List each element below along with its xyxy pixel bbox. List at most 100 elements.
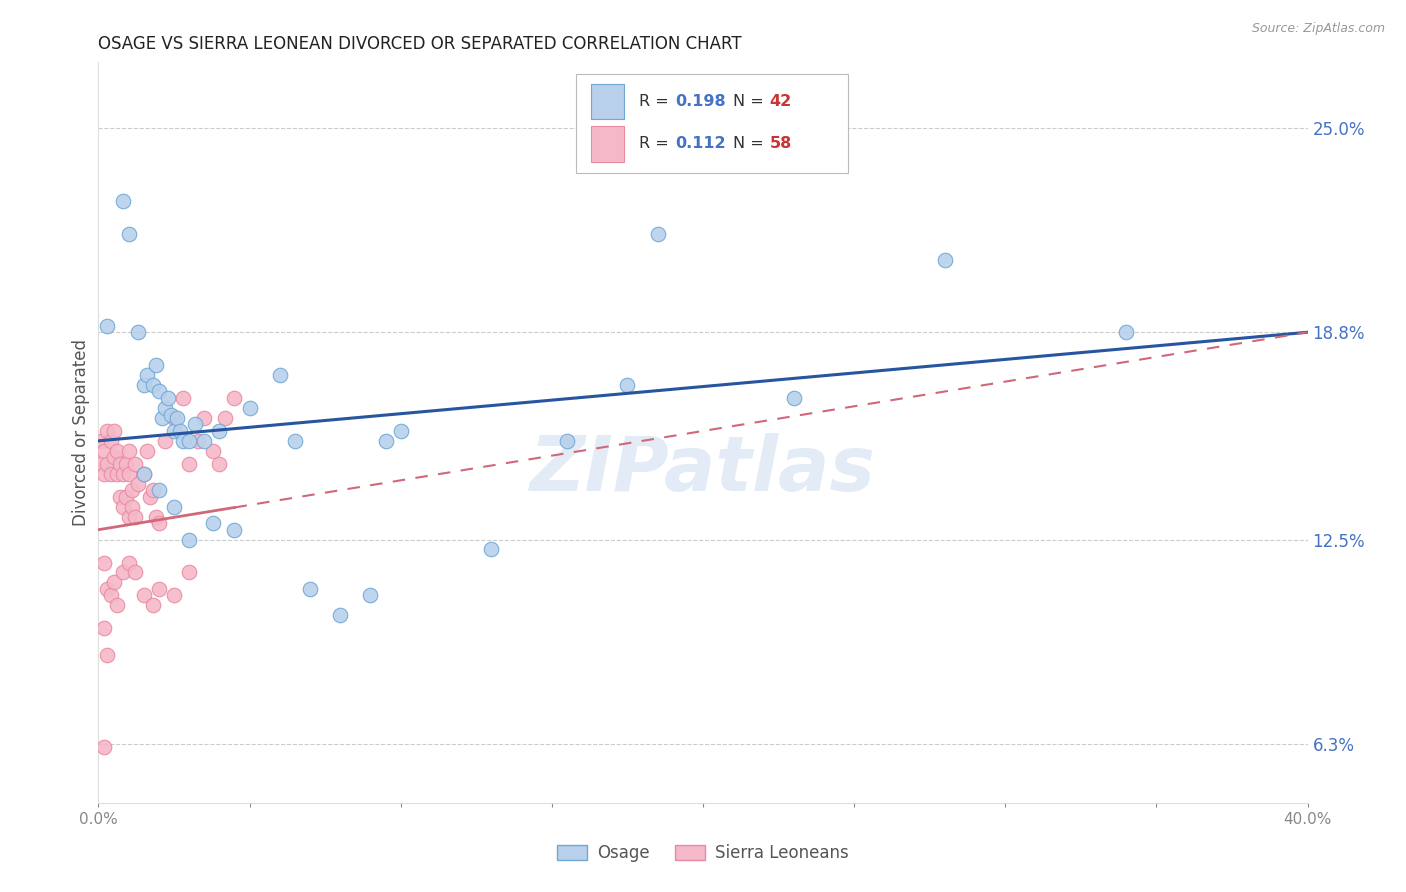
Text: 0.112: 0.112 bbox=[675, 136, 725, 152]
Point bbox=[389, 424, 412, 438]
Point bbox=[145, 509, 167, 524]
Point bbox=[111, 500, 134, 514]
Point bbox=[299, 582, 322, 596]
Point bbox=[96, 582, 118, 596]
Point bbox=[96, 318, 118, 333]
Point bbox=[156, 391, 179, 405]
Legend: Osage, Sierra Leoneans: Osage, Sierra Leoneans bbox=[551, 838, 855, 869]
Point bbox=[360, 589, 382, 603]
Point bbox=[202, 516, 225, 530]
Point bbox=[132, 467, 155, 481]
Point bbox=[224, 391, 246, 405]
Point bbox=[166, 410, 188, 425]
Point bbox=[132, 378, 155, 392]
Point bbox=[153, 401, 176, 415]
Point bbox=[163, 500, 186, 514]
Point bbox=[193, 410, 215, 425]
Point bbox=[145, 358, 167, 372]
Point bbox=[105, 599, 128, 613]
Point bbox=[142, 483, 165, 498]
Point bbox=[118, 556, 141, 570]
Text: R =: R = bbox=[638, 136, 673, 152]
Point bbox=[934, 252, 956, 267]
Point bbox=[163, 589, 186, 603]
Point bbox=[90, 434, 112, 448]
Point bbox=[105, 467, 128, 481]
Point bbox=[148, 384, 170, 399]
Point bbox=[172, 391, 194, 405]
Point bbox=[118, 227, 141, 241]
Point bbox=[132, 589, 155, 603]
Point bbox=[142, 378, 165, 392]
Point bbox=[118, 467, 141, 481]
Point bbox=[783, 391, 806, 405]
Point bbox=[93, 467, 115, 481]
Point bbox=[179, 457, 201, 471]
Point bbox=[148, 582, 170, 596]
Point bbox=[208, 457, 231, 471]
Point bbox=[555, 434, 578, 448]
Point bbox=[111, 194, 134, 208]
Point bbox=[481, 542, 503, 557]
Point bbox=[160, 408, 183, 422]
Text: R =: R = bbox=[638, 95, 673, 109]
Y-axis label: Divorced or Separated: Divorced or Separated bbox=[72, 339, 90, 526]
Point bbox=[105, 443, 128, 458]
Text: Source: ZipAtlas.com: Source: ZipAtlas.com bbox=[1251, 22, 1385, 36]
Point bbox=[142, 599, 165, 613]
Point bbox=[108, 457, 131, 471]
Point bbox=[93, 443, 115, 458]
Point bbox=[127, 476, 149, 491]
Point bbox=[135, 443, 157, 458]
Point bbox=[284, 434, 307, 448]
Point bbox=[124, 509, 146, 524]
FancyBboxPatch shape bbox=[591, 126, 624, 161]
Point bbox=[108, 490, 131, 504]
Point bbox=[96, 457, 118, 471]
Point bbox=[96, 424, 118, 438]
Point bbox=[114, 490, 136, 504]
Text: 42: 42 bbox=[769, 95, 792, 109]
Point bbox=[193, 434, 215, 448]
Point bbox=[184, 417, 207, 432]
Point bbox=[269, 368, 291, 382]
Point bbox=[103, 450, 125, 465]
Point bbox=[111, 467, 134, 481]
Point bbox=[179, 566, 201, 580]
Point bbox=[93, 739, 115, 754]
Point bbox=[96, 648, 118, 662]
Point bbox=[118, 443, 141, 458]
Point bbox=[153, 434, 176, 448]
Point bbox=[124, 566, 146, 580]
Point bbox=[1115, 325, 1137, 339]
Point bbox=[103, 424, 125, 438]
Text: OSAGE VS SIERRA LEONEAN DIVORCED OR SEPARATED CORRELATION CHART: OSAGE VS SIERRA LEONEAN DIVORCED OR SEPA… bbox=[98, 35, 742, 53]
Point bbox=[118, 509, 141, 524]
Point bbox=[103, 575, 125, 590]
Point bbox=[132, 467, 155, 481]
Point bbox=[114, 457, 136, 471]
Point bbox=[148, 516, 170, 530]
Point bbox=[647, 227, 669, 241]
Text: ZIPatlas: ZIPatlas bbox=[530, 433, 876, 507]
Point bbox=[93, 621, 115, 635]
Point bbox=[139, 490, 162, 504]
Point bbox=[374, 434, 396, 448]
Point bbox=[135, 368, 157, 382]
Point bbox=[214, 410, 236, 425]
Point bbox=[100, 467, 122, 481]
Text: N =: N = bbox=[734, 136, 769, 152]
Text: N =: N = bbox=[734, 95, 769, 109]
Point bbox=[179, 434, 201, 448]
Point bbox=[100, 434, 122, 448]
Point bbox=[100, 589, 122, 603]
Point bbox=[90, 457, 112, 471]
Text: 58: 58 bbox=[769, 136, 792, 152]
Point bbox=[179, 533, 201, 547]
Point bbox=[208, 424, 231, 438]
Point bbox=[202, 443, 225, 458]
Point bbox=[121, 500, 143, 514]
Point bbox=[224, 523, 246, 537]
Point bbox=[239, 401, 262, 415]
Point bbox=[127, 325, 149, 339]
